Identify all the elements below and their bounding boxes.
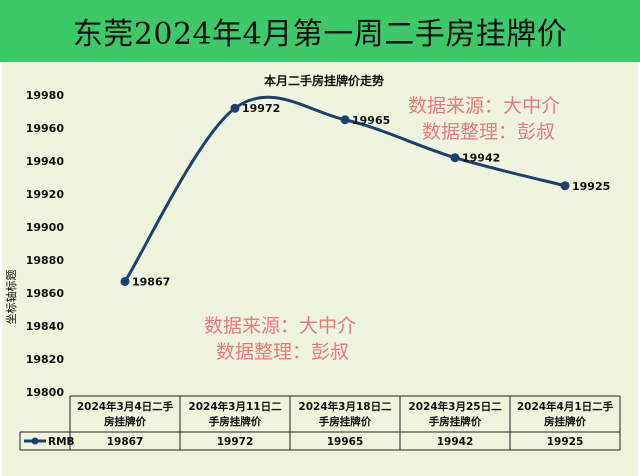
y-tick-label: 19960 <box>26 122 65 135</box>
y-tick-label: 19880 <box>26 254 65 267</box>
chart-panel: 本月二手房挂牌价走势 坐标轴标题 19800 19820 19840 19860 198… <box>2 62 638 476</box>
y-tick-label: 19800 <box>26 386 65 399</box>
chart-title: 本月二手房挂牌价走势 <box>264 73 384 88</box>
header-banner: 东莞2024年4月第一周二手房挂牌价 <box>0 0 640 62</box>
y-tick-label: 19840 <box>26 320 65 333</box>
data-labels: 19867 19972 19965 19942 19925 <box>132 102 610 288</box>
category-label: 房挂牌价 <box>104 415 146 428</box>
y-tick-label: 19980 <box>26 89 65 102</box>
category-label: 手房挂牌价 <box>209 415 262 428</box>
watermark-source: 数据来源：大中介 <box>408 95 560 117</box>
data-table: 2024年3月4日二手房挂牌价198672024年3月11日二手房挂牌价1997… <box>19 395 621 451</box>
data-point <box>340 115 350 125</box>
data-point <box>230 103 240 113</box>
watermark-source: 数据来源：大中介 <box>204 315 356 337</box>
y-tick-label: 19860 <box>26 287 65 300</box>
data-label: 19965 <box>352 114 390 127</box>
data-label: 19867 <box>132 275 170 288</box>
watermark-top: 数据来源：大中介 数据整理：彭叔 <box>408 95 560 143</box>
table-value: 19965 <box>327 436 364 448</box>
y-tick-label: 19940 <box>26 155 65 168</box>
data-point <box>560 181 570 191</box>
legend-marker <box>31 437 39 445</box>
category-label: 手房挂牌价 <box>319 415 372 428</box>
table-value: 19867 <box>107 436 144 448</box>
data-label: 19972 <box>242 102 280 115</box>
table-value: 19942 <box>437 436 474 448</box>
data-label: 19925 <box>572 180 610 193</box>
y-tick-label: 19900 <box>26 221 65 234</box>
y-tick-label: 19820 <box>26 353 65 366</box>
y-axis: 19800 19820 19840 19860 19880 19900 19920 19940… <box>26 89 65 399</box>
data-label: 19942 <box>462 152 500 165</box>
series-line-rmb <box>123 95 567 283</box>
category-label: 2024年3月18日二 <box>298 400 392 413</box>
category-label: 2024年3月4日二手 <box>77 400 174 413</box>
watermark-middle: 数据来源：大中介 数据整理：彭叔 <box>204 315 356 363</box>
data-point <box>120 276 130 286</box>
category-label: 2024年3月11日二 <box>188 400 282 413</box>
data-points <box>120 103 570 286</box>
category-label: 2024年3月25日二 <box>408 400 502 413</box>
page-title: 东莞2024年4月第一周二手房挂牌价 <box>72 17 568 52</box>
category-label: 2024年4月1日二手 <box>517 400 614 413</box>
table-value: 19972 <box>217 436 254 448</box>
category-label: 手房挂牌价 <box>429 415 482 428</box>
table-value: 19925 <box>547 436 584 448</box>
watermark-editor: 数据整理：彭叔 <box>216 341 349 363</box>
y-tick-label: 19920 <box>26 188 65 201</box>
legend-label: RMB <box>48 436 75 448</box>
y-axis-title: 坐标轴标题 <box>4 270 18 325</box>
data-point <box>450 153 460 163</box>
chart: 本月二手房挂牌价走势 坐标轴标题 19800198201984019860198… <box>4 73 621 451</box>
category-label: 房挂牌价 <box>544 415 586 428</box>
watermark-editor: 数据整理：彭叔 <box>422 121 555 143</box>
